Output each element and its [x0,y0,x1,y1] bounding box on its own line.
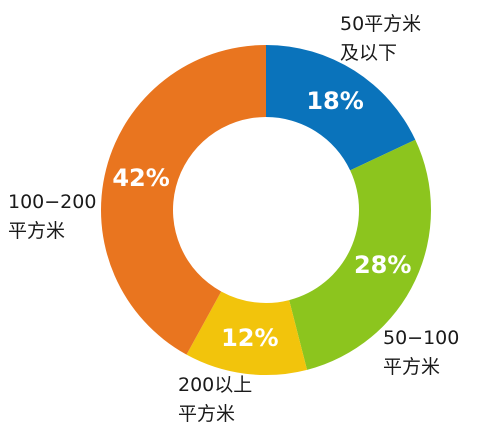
legend-label-line2: 及以下 [340,42,398,64]
legend-label-line2: 平方米 [178,403,236,425]
slice-percent-label: 42% [112,164,169,192]
legend-label-line1: 50−100 [383,327,460,349]
legend-label-50-100: 50−100 平方米 [383,324,459,382]
legend-label-50-and-below: 50平方米 及以下 [340,10,421,68]
donut-slice [101,45,266,355]
donut-slice [289,139,432,370]
slice-percent-label: 18% [306,87,363,115]
donut-slice [266,45,416,171]
legend-label-line1: 100−200 [8,191,97,213]
slice-percent-label: 12% [221,324,278,352]
legend-label-200-above: 200以上 平方米 [178,371,252,429]
slice-percent-label: 28% [354,251,411,279]
slices-layer [101,45,432,375]
legend-label-line2: 平方米 [8,220,66,242]
donut-slice [186,291,308,375]
percent-labels-layer: 18% 28% 12% 42% [112,87,411,352]
legend-label-line1: 50平方米 [340,13,422,35]
legend-label-100-200: 100−200 平方米 [8,188,96,246]
legend-label-line2: 平方米 [383,356,441,378]
legend-label-line1: 200以上 [178,374,253,396]
